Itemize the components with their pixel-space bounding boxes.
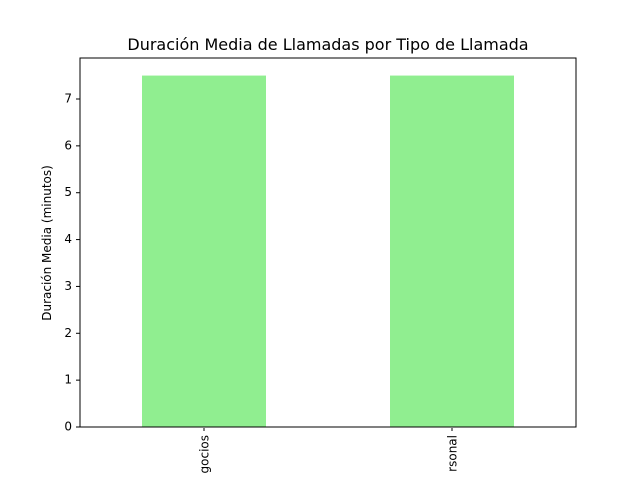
x-tick-label: rsonal xyxy=(446,435,460,472)
bar-personal xyxy=(390,75,514,428)
bar-negocios xyxy=(142,75,266,428)
y-tick-label: 3 xyxy=(64,279,72,293)
y-axis-ticks: 0 1 2 3 4 5 6 7 xyxy=(64,92,80,434)
y-tick-label: 2 xyxy=(64,326,72,340)
bars-layer xyxy=(142,75,514,428)
y-tick-label: 1 xyxy=(64,373,72,387)
y-tick-label: 5 xyxy=(64,185,72,199)
x-tick-label: gocios xyxy=(198,435,212,473)
x-axis-ticks: gocios rsonal xyxy=(198,428,460,473)
plot-area-frame xyxy=(79,57,577,428)
y-tick-label: 0 xyxy=(64,420,72,434)
chart-title: Duración Media de Llamadas por Tipo de L… xyxy=(127,35,528,54)
y-axis-label: Duración Media (minutos) xyxy=(40,165,54,321)
y-tick-label: 7 xyxy=(64,92,72,106)
y-tick-label: 6 xyxy=(64,138,72,152)
y-tick-label: 4 xyxy=(64,232,72,246)
